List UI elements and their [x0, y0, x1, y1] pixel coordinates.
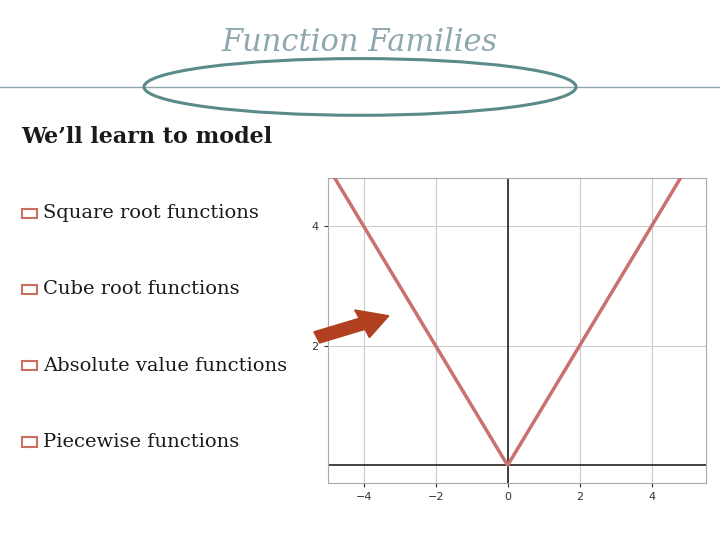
Text: Square root functions: Square root functions [43, 204, 259, 222]
Text: Function Families: Function Families [222, 27, 498, 58]
Text: Cube root functions: Cube root functions [43, 280, 240, 299]
Text: Absolute value functions: Absolute value functions [43, 357, 287, 375]
FancyArrow shape [314, 310, 389, 343]
Text: Piecewise functions: Piecewise functions [43, 433, 240, 451]
Text: We’ll learn to model: We’ll learn to model [22, 126, 273, 148]
